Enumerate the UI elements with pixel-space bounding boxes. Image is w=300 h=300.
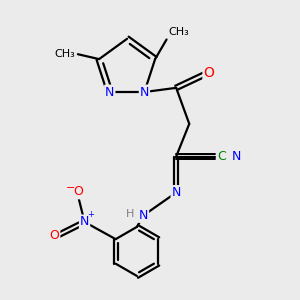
Text: N: N	[140, 85, 149, 98]
Text: N: N	[139, 209, 148, 222]
Text: N: N	[172, 186, 181, 199]
Text: O: O	[50, 229, 59, 242]
Text: N: N	[232, 150, 242, 163]
Text: N: N	[80, 215, 89, 229]
Text: O: O	[73, 185, 83, 198]
Text: CH₃: CH₃	[55, 49, 75, 59]
Text: O: O	[203, 66, 214, 80]
Text: C: C	[217, 150, 226, 163]
Text: CH₃: CH₃	[168, 27, 189, 37]
Text: N: N	[105, 85, 115, 98]
Text: −: −	[66, 183, 76, 193]
Text: +: +	[87, 210, 94, 219]
Text: H: H	[126, 209, 134, 219]
